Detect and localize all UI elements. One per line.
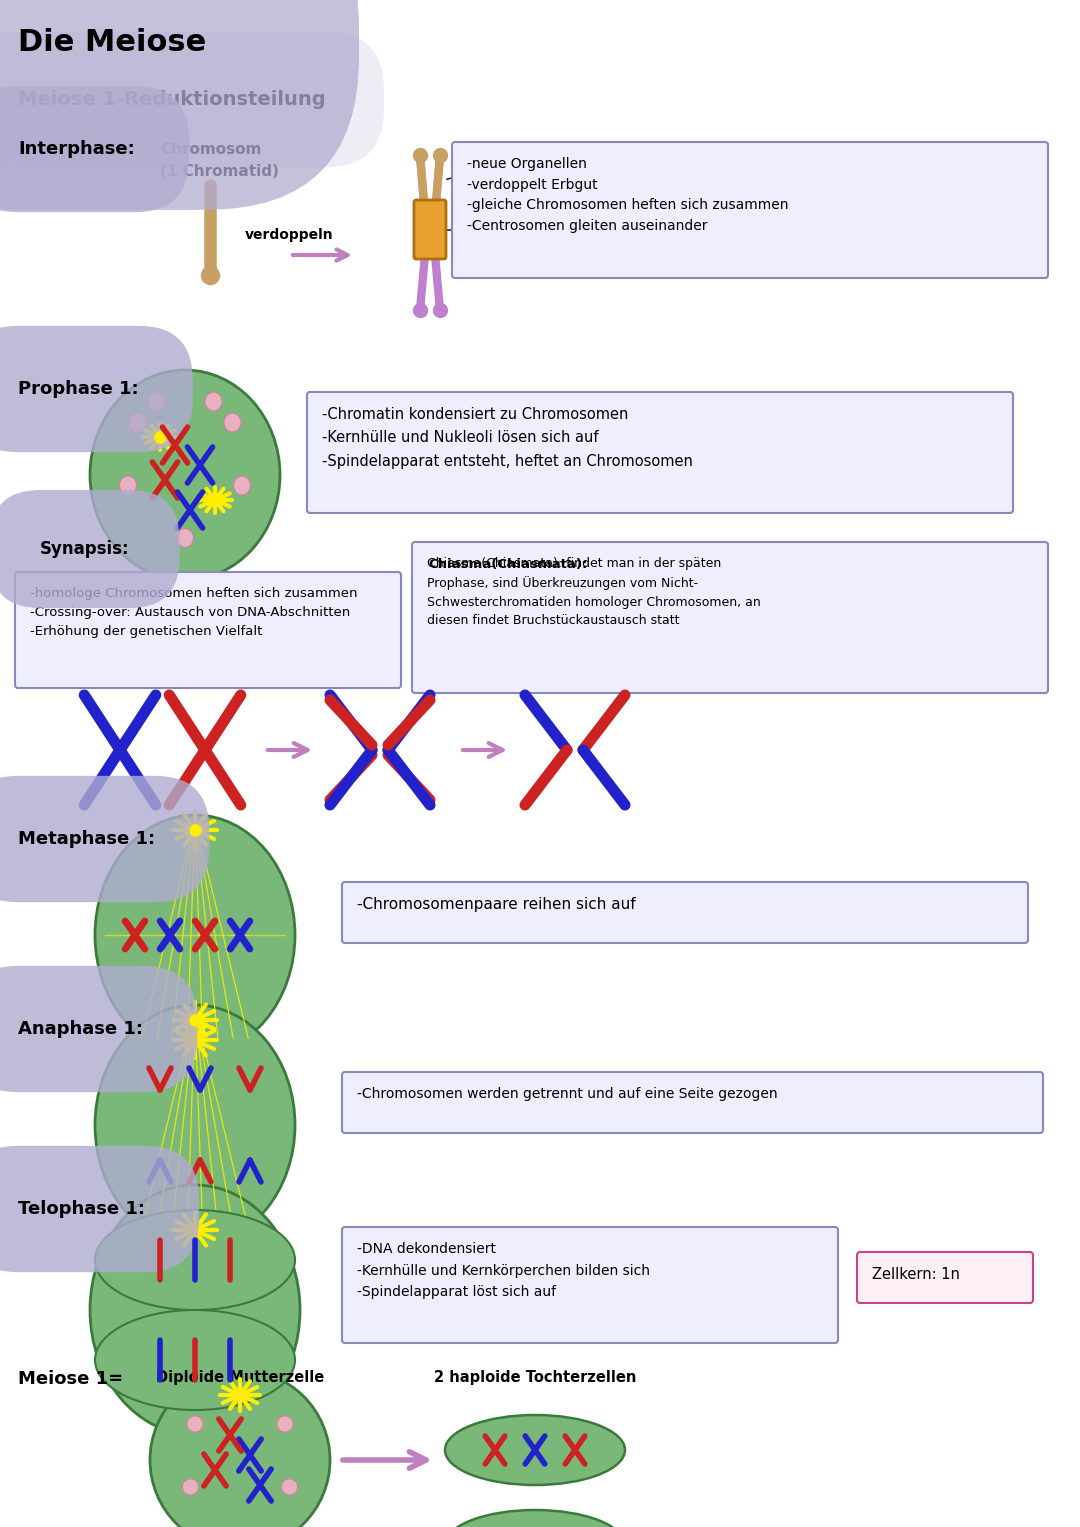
Text: -neue Organellen
-verdoppelt Erbgut
-gleiche Chromosomen heften sich zusammen
-C: -neue Organellen -verdoppelt Erbgut -gle… xyxy=(467,157,788,232)
FancyBboxPatch shape xyxy=(414,200,446,260)
FancyArrowPatch shape xyxy=(268,744,308,757)
FancyBboxPatch shape xyxy=(858,1252,1032,1303)
Ellipse shape xyxy=(445,1510,625,1527)
Text: -homologe Chromosomen heften sich zusammen
-Crossing-over: Austausch von DNA-Abs: -homologe Chromosomen heften sich zusamm… xyxy=(30,586,357,638)
Text: Telophase 1:: Telophase 1: xyxy=(18,1200,145,1219)
Text: Chromatid: Chromatid xyxy=(447,154,558,179)
Ellipse shape xyxy=(148,392,165,411)
FancyBboxPatch shape xyxy=(15,573,401,689)
Text: Interphase:: Interphase: xyxy=(18,140,135,157)
Ellipse shape xyxy=(150,1370,330,1527)
Ellipse shape xyxy=(129,412,146,432)
Text: Chiasma(Chiasmata):: Chiasma(Chiasmata): xyxy=(428,557,588,571)
Text: Zellkern: 1n: Zellkern: 1n xyxy=(872,1267,960,1283)
Text: -Chromatin kondensiert zu Chromosomen
-Kernhülle und Nukleoli lösen sich auf
-Sp: -Chromatin kondensiert zu Chromosomen -K… xyxy=(322,408,693,469)
Text: Synapsis:: Synapsis: xyxy=(40,541,130,557)
Ellipse shape xyxy=(176,528,193,548)
FancyBboxPatch shape xyxy=(453,142,1048,278)
Ellipse shape xyxy=(120,476,136,495)
FancyArrowPatch shape xyxy=(293,249,348,261)
Text: Chromosom: Chromosom xyxy=(160,142,261,157)
Text: 2 haploide Tochterzellen: 2 haploide Tochterzellen xyxy=(434,1370,636,1385)
Ellipse shape xyxy=(445,1416,625,1484)
Text: -Chromosomen werden getrennt und auf eine Seite gezogen: -Chromosomen werden getrennt und auf ein… xyxy=(357,1087,778,1101)
Ellipse shape xyxy=(95,1310,295,1409)
Text: Anaphase 1:: Anaphase 1: xyxy=(18,1020,143,1038)
Ellipse shape xyxy=(276,1416,293,1432)
Ellipse shape xyxy=(95,1209,295,1310)
Text: Chiasma(Chiasmata): findet man in der späten
Prophase, sind Überkreuzungen vom N: Chiasma(Chiasmata): findet man in der sp… xyxy=(427,557,760,628)
Text: verdoppeln: verdoppeln xyxy=(245,228,334,241)
Text: Centrosom: Centrosom xyxy=(447,223,561,237)
Ellipse shape xyxy=(224,412,241,432)
Text: -Chromosomenpaare reihen sich auf: -Chromosomenpaare reihen sich auf xyxy=(357,896,636,912)
Ellipse shape xyxy=(233,476,251,495)
Ellipse shape xyxy=(95,815,295,1055)
FancyBboxPatch shape xyxy=(342,883,1028,944)
Text: Meiose 1-Reduktionsteilung: Meiose 1-Reduktionsteilung xyxy=(18,90,326,108)
FancyBboxPatch shape xyxy=(342,1228,838,1344)
Ellipse shape xyxy=(187,1416,203,1432)
Text: Diploide Mutterzelle: Diploide Mutterzelle xyxy=(156,1370,324,1385)
FancyArrowPatch shape xyxy=(342,1452,426,1469)
Ellipse shape xyxy=(183,1480,199,1495)
Text: Meiose 1=: Meiose 1= xyxy=(18,1370,123,1388)
FancyArrowPatch shape xyxy=(463,744,502,757)
Ellipse shape xyxy=(95,1005,295,1245)
FancyBboxPatch shape xyxy=(307,392,1013,513)
Text: Die Meiose: Die Meiose xyxy=(18,27,206,56)
Ellipse shape xyxy=(90,1185,300,1435)
Text: Metaphase 1:: Metaphase 1: xyxy=(18,831,156,847)
Text: Prophase 1:: Prophase 1: xyxy=(18,380,138,399)
Text: (1 Chromatid): (1 Chromatid) xyxy=(160,163,279,179)
FancyBboxPatch shape xyxy=(342,1072,1043,1133)
Ellipse shape xyxy=(205,392,222,411)
Text: -DNA dekondensiert
-Kernhülle und Kernkörperchen bilden sich
-Spindelapparat lös: -DNA dekondensiert -Kernhülle und Kernkö… xyxy=(357,1241,650,1299)
FancyBboxPatch shape xyxy=(411,542,1048,693)
Ellipse shape xyxy=(90,370,280,580)
Ellipse shape xyxy=(282,1480,298,1495)
